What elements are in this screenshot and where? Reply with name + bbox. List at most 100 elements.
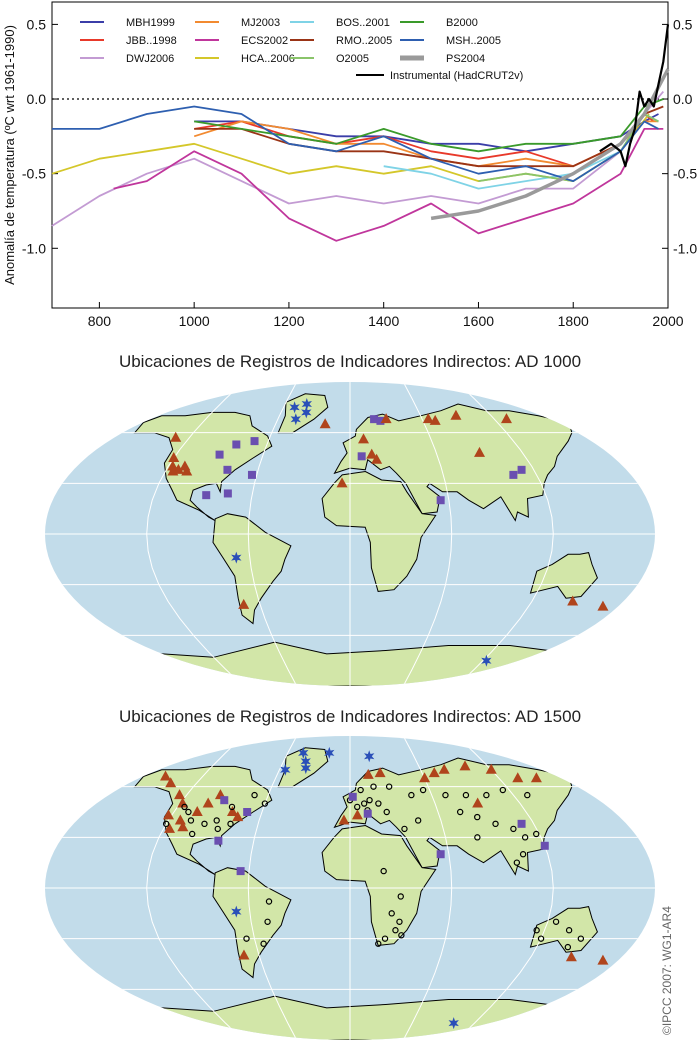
proxy-marker-square	[509, 470, 518, 479]
map-ad1500-title: Ubicaciones de Registros de Indicadores …	[118, 707, 582, 726]
proxy-marker-circle	[510, 825, 517, 833]
proxy-marker-circle	[213, 817, 220, 824]
plot-frame	[51, 1, 669, 309]
proxy-marker-triangle	[512, 772, 524, 783]
proxy-marker-square	[220, 796, 229, 805]
proxy-marker-triangle	[450, 409, 462, 420]
proxy-marker-circle	[370, 783, 377, 790]
legend-label: ECS2002	[241, 35, 288, 47]
proxy-marker-circle	[414, 817, 422, 824]
x-tick-label: 800	[88, 313, 112, 329]
proxy-marker-circle	[577, 935, 585, 942]
proxy-marker-square	[243, 808, 252, 816]
proxy-marker-triangle	[597, 600, 609, 611]
proxy-marker-triangle	[565, 951, 577, 962]
proxy-marker-circle	[185, 808, 192, 816]
proxy-marker-circle	[513, 859, 521, 866]
y-axis-label: Anomalía de temperatura (ºC wrt 1961-199…	[2, 25, 17, 285]
proxy-marker-triangle	[358, 433, 370, 444]
series-line-instrumental-hadcrut2v-	[599, 24, 670, 168]
longitude-gridline	[247, 382, 298, 686]
proxy-marker-circle	[264, 918, 271, 925]
proxy-marker-circle	[474, 813, 481, 821]
proxy-marker-triangle	[428, 767, 440, 778]
proxy-marker-circle	[524, 791, 531, 799]
proxy-marker-circle	[201, 820, 208, 828]
proxy-marker-square	[436, 496, 445, 505]
proxy-marker-star	[300, 755, 311, 768]
legend-label: PS2004	[446, 53, 485, 65]
proxy-marker-triangle	[162, 809, 174, 820]
proxy-marker-circle	[388, 910, 395, 917]
landmass-south-america	[212, 867, 292, 979]
proxy-marker-circle	[187, 817, 195, 824]
proxy-marker-square	[232, 440, 241, 449]
proxy-marker-triangle	[226, 806, 238, 816]
proxy-marker-triangle	[474, 446, 486, 457]
proxy-marker-triangle	[459, 760, 471, 771]
proxy-marker-triangle	[422, 413, 434, 424]
proxy-marker-circle	[408, 791, 415, 799]
proxy-marker-star	[280, 763, 291, 776]
longitude-gridline	[247, 736, 298, 1040]
proxy-marker-circle	[357, 786, 364, 794]
proxy-marker-triangle	[438, 763, 450, 774]
proxy-marker-circle	[564, 943, 572, 951]
map-ad1000-title: Ubicaciones de Registros de Indicadores …	[118, 352, 582, 371]
proxy-marker-star	[290, 413, 301, 426]
proxy-marker-square	[517, 465, 526, 474]
x-tick-label: 2000	[652, 313, 683, 329]
proxy-marker-square	[517, 819, 526, 828]
proxy-marker-triangle	[371, 453, 383, 464]
proxy-marker-triangle	[374, 767, 386, 778]
proxy-marker-circle	[385, 783, 393, 790]
series-line-b2000	[194, 98, 664, 153]
proxy-marker-circle	[565, 927, 573, 934]
y-tick-label-right: -0.5	[673, 166, 697, 182]
legend-label: MSH..2005	[446, 35, 501, 47]
proxy-marker-star	[300, 762, 311, 775]
x-tick-label: 1400	[368, 313, 399, 329]
legend-label: Instrumental (HadCRUT2v)	[390, 70, 523, 82]
legend-label: MBH1999	[126, 17, 175, 29]
proxy-marker-star	[481, 654, 492, 667]
proxy-marker-square	[236, 867, 245, 876]
proxy-marker-circle	[401, 825, 408, 833]
proxy-marker-triangle	[167, 465, 179, 476]
longitude-gridline	[402, 736, 453, 1040]
proxy-marker-triangle	[485, 763, 497, 774]
proxy-marker-triangle	[500, 413, 512, 424]
proxy-marker-circle	[398, 932, 405, 939]
proxy-marker-triangle	[336, 477, 348, 488]
proxy-marker-triangle	[174, 789, 186, 800]
longitude-gridline	[146, 736, 244, 1040]
y-tick-label-right: 0.0	[673, 91, 693, 107]
series-line-dwj2006	[51, 91, 664, 227]
proxy-marker-circle	[456, 808, 464, 816]
proxy-marker-circle	[265, 898, 273, 905]
proxy-marker-circle	[533, 927, 540, 934]
proxy-marker-circle	[533, 830, 540, 838]
map-ad1500	[45, 736, 655, 1040]
map-ad1000	[45, 382, 655, 686]
legend-label: RMO..2005	[336, 35, 392, 47]
proxy-marker-star	[364, 750, 375, 763]
y-tick-label-left: -1.0	[22, 240, 46, 256]
proxy-marker-circle	[521, 834, 529, 841]
proxy-marker-square	[247, 470, 256, 479]
proxy-marker-circle	[483, 791, 490, 799]
proxy-marker-square	[348, 792, 357, 801]
proxy-marker-square	[250, 437, 259, 446]
temperature-reconstruction-chart: 800 1000 1200 1400 1600 1800 2000 0.5 0.5 0.0 0.0 -…	[2, 1, 697, 329]
legend-label: BOS..2001	[336, 17, 390, 29]
proxy-marker-star	[324, 746, 335, 759]
proxy-marker-square	[202, 491, 211, 500]
proxy-marker-circle	[392, 927, 399, 934]
proxy-marker-circle	[419, 786, 427, 794]
proxy-marker-triangle	[177, 821, 189, 832]
proxy-marker-star	[301, 406, 312, 419]
proxy-marker-triangle	[238, 598, 250, 609]
y-tick-label-left: -0.5	[22, 166, 46, 182]
proxy-marker-circle	[251, 791, 258, 799]
longitude-gridline	[146, 382, 244, 686]
